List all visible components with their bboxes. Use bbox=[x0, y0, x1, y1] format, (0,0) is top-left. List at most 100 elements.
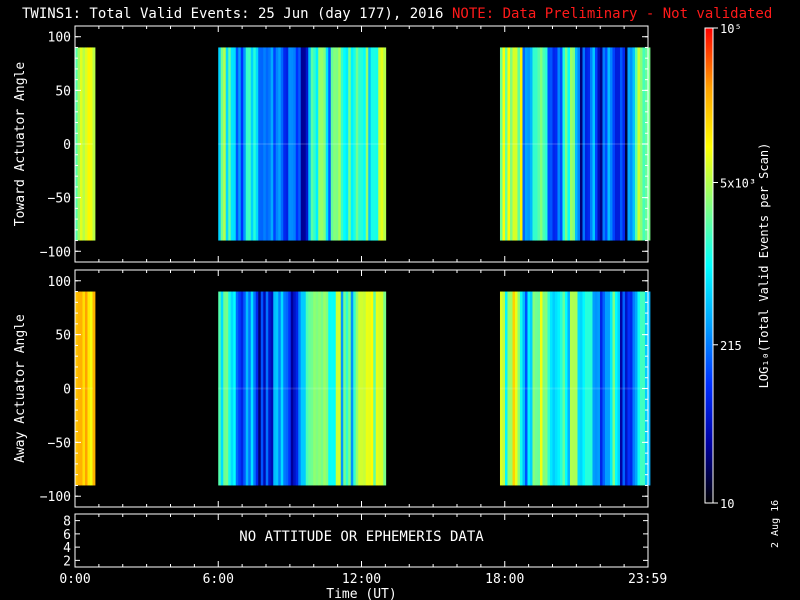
heatmap-column bbox=[223, 291, 227, 486]
heatmap-column bbox=[514, 291, 518, 486]
heatmap-column bbox=[353, 291, 357, 486]
heatmap-column bbox=[647, 47, 651, 241]
x-tick-label: 0:00 bbox=[59, 572, 90, 587]
x-tick-label: 18:00 bbox=[485, 572, 524, 587]
heatmap-column bbox=[624, 291, 628, 486]
heatmap-column bbox=[572, 47, 576, 241]
heatmap-column bbox=[300, 291, 304, 486]
heatmap-column bbox=[263, 47, 267, 241]
heatmap-column bbox=[647, 291, 651, 486]
heatmap-column bbox=[233, 47, 237, 241]
heatmap-column bbox=[243, 291, 247, 486]
heatmap-column bbox=[308, 291, 312, 486]
heatmap-column bbox=[380, 47, 384, 241]
heatmap-column bbox=[85, 291, 88, 486]
heatmap-column bbox=[293, 47, 297, 241]
heatmap-column bbox=[87, 291, 91, 486]
heatmap-column bbox=[338, 291, 342, 486]
heatmap-column bbox=[245, 291, 249, 486]
heatmap-column bbox=[298, 291, 302, 486]
heatmap-column bbox=[305, 47, 309, 241]
heatmap-column bbox=[260, 47, 264, 241]
heatmap-column bbox=[218, 291, 222, 486]
heatmap-column bbox=[629, 291, 633, 486]
heatmap-column bbox=[235, 291, 239, 486]
heatmap-column bbox=[363, 47, 367, 241]
heatmap-column bbox=[502, 47, 506, 241]
heatmap-column bbox=[632, 291, 636, 486]
heatmap-column bbox=[617, 47, 621, 241]
heatmap-column bbox=[338, 47, 342, 241]
heatmap-column bbox=[607, 291, 611, 486]
heatmap-column bbox=[363, 291, 367, 486]
heatmap-column bbox=[599, 291, 603, 486]
heatmap-column bbox=[562, 291, 566, 486]
heatmap-column bbox=[517, 47, 521, 241]
heatmap-column bbox=[378, 47, 382, 241]
heatmap-column bbox=[280, 291, 284, 486]
heatmap-column bbox=[559, 47, 563, 241]
no-data-message: NO ATTITUDE OR EPHEMERIS DATA bbox=[239, 529, 484, 545]
heatmap-column bbox=[504, 47, 508, 241]
heatmap-column bbox=[547, 47, 551, 241]
heatmap-column bbox=[87, 47, 91, 241]
heatmap-column bbox=[330, 291, 334, 486]
heatmap-column bbox=[248, 291, 252, 486]
heatmap-column bbox=[333, 291, 337, 486]
heatmap-column bbox=[537, 47, 541, 241]
colorbar-label: LOG₁₀(Total Valid Events per Scan) bbox=[757, 143, 771, 389]
heatmap-column bbox=[265, 291, 269, 486]
heatmap-column bbox=[589, 47, 593, 241]
heatmap-column bbox=[587, 291, 591, 486]
heatmap-column bbox=[82, 291, 86, 486]
heatmap-column bbox=[562, 47, 566, 241]
heatmap-column bbox=[293, 291, 297, 486]
heatmap-column bbox=[285, 47, 289, 241]
heatmap-column bbox=[240, 291, 244, 486]
heatmap-column bbox=[499, 291, 503, 486]
heatmap-column bbox=[522, 47, 526, 241]
heatmap-column bbox=[348, 47, 352, 241]
heatmap-column bbox=[365, 47, 369, 241]
heatmap-column bbox=[617, 291, 621, 486]
heatmap-column bbox=[527, 291, 531, 486]
heatmap-column bbox=[383, 291, 387, 486]
y-tick-label: 8 bbox=[63, 515, 71, 530]
heatmap-column bbox=[549, 47, 553, 241]
heatmap-column bbox=[529, 47, 533, 241]
heatmap-column bbox=[380, 291, 384, 486]
heatmap-column bbox=[343, 291, 347, 486]
y-axis-label: Toward Actuator Angle bbox=[13, 62, 28, 227]
heatmap-column bbox=[637, 47, 641, 241]
x-tick-label: 6:00 bbox=[203, 572, 234, 587]
heatmap-column bbox=[383, 47, 387, 241]
heatmap-column bbox=[355, 291, 359, 486]
x-axis-label: Time (UT) bbox=[326, 587, 396, 600]
heatmap-column bbox=[320, 291, 324, 486]
heatmap-column bbox=[375, 291, 379, 486]
heatmap-column bbox=[554, 47, 558, 241]
heatmap-column bbox=[328, 291, 332, 486]
colorbar-tick-label: 215 bbox=[720, 339, 742, 353]
heatmap-column bbox=[228, 47, 232, 241]
heatmap-column bbox=[303, 47, 307, 241]
heatmap-column bbox=[622, 291, 626, 486]
heatmap-column bbox=[230, 47, 234, 241]
heatmap-column bbox=[597, 47, 601, 241]
heatmap-column bbox=[325, 47, 329, 241]
y-tick-label: 100 bbox=[48, 275, 71, 290]
heatmap-column bbox=[273, 47, 277, 241]
heatmap-column bbox=[602, 47, 606, 241]
heatmap-column bbox=[542, 291, 546, 486]
heatmap-column bbox=[509, 47, 513, 241]
heatmap-column bbox=[564, 291, 568, 486]
heatmap-column bbox=[594, 47, 598, 241]
heatmap-column bbox=[255, 47, 259, 241]
heatmap-column bbox=[597, 291, 601, 486]
heatmap-column bbox=[238, 291, 242, 486]
heatmap-column bbox=[582, 291, 586, 486]
heatmap-column bbox=[574, 47, 578, 241]
heatmap-column bbox=[90, 47, 93, 241]
heatmap-column bbox=[567, 291, 571, 486]
